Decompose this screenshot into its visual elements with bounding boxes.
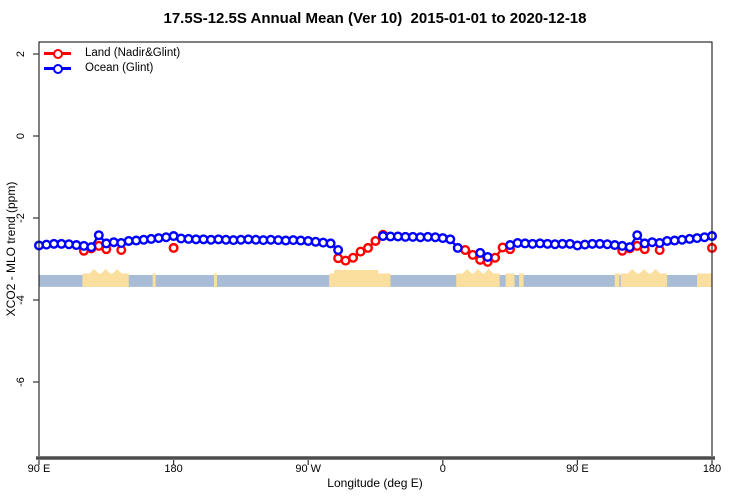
data-point [370, 235, 381, 246]
data-point [632, 230, 643, 241]
legend: Land (Nadir&Glint) Ocean (Glint) [44, 46, 180, 76]
map-strip [39, 268, 712, 287]
ocean-circle-icon [52, 63, 63, 74]
data-point [482, 251, 493, 262]
data-point [348, 252, 359, 263]
land-segment [82, 273, 129, 287]
y-tick-label: -4 [15, 295, 27, 305]
land-segment [329, 273, 391, 287]
land-segment [519, 273, 524, 287]
data-point [452, 242, 463, 253]
land-segment [152, 273, 156, 287]
ocean-series-marker-icon [44, 63, 71, 75]
x-tick-label: 180 [164, 463, 183, 475]
legend-item-land: Land (Nadir&Glint) [44, 46, 180, 61]
x-tick-label: 0 [439, 463, 446, 475]
data-point [86, 242, 97, 253]
data-point [445, 234, 456, 245]
legend-label-land: Land (Nadir&Glint) [85, 47, 181, 59]
land-segment [697, 273, 712, 287]
series-ocean [34, 230, 718, 262]
data-point [333, 244, 344, 255]
legend-label-ocean: Ocean (Glint) [85, 62, 154, 74]
data-point [93, 230, 104, 241]
legend-item-ocean: Ocean (Glint) [44, 61, 180, 76]
data-point [168, 242, 179, 253]
land-segment [456, 273, 500, 287]
x-axis-title: Longitude (deg E) [327, 476, 423, 490]
data-point [624, 242, 635, 253]
data-point [355, 246, 366, 257]
plot-border [38, 41, 713, 456]
y-tick-label: 0 [15, 132, 27, 140]
x-tick-label: 90 W [295, 463, 322, 475]
land-circle-icon [52, 48, 63, 59]
land-segment [614, 273, 620, 287]
land-segment [213, 273, 217, 287]
land-segment [505, 273, 515, 287]
data-point [475, 247, 486, 258]
chart-title: 17.5S-12.5S Annual Mean (Ver 10) 2015-01… [163, 10, 587, 27]
x-tick-label: 90 E [566, 463, 589, 475]
y-tick-label: -6 [15, 377, 27, 387]
y-tick-label: -2 [15, 213, 27, 223]
data-point [363, 242, 374, 253]
data-point [325, 238, 336, 249]
land-series-marker-icon [44, 48, 71, 60]
x-tick-label: 180 [702, 463, 722, 475]
land-segment [620, 273, 668, 287]
y-tick-label: 2 [15, 50, 27, 58]
x-tick-label: 90 E [27, 463, 51, 475]
